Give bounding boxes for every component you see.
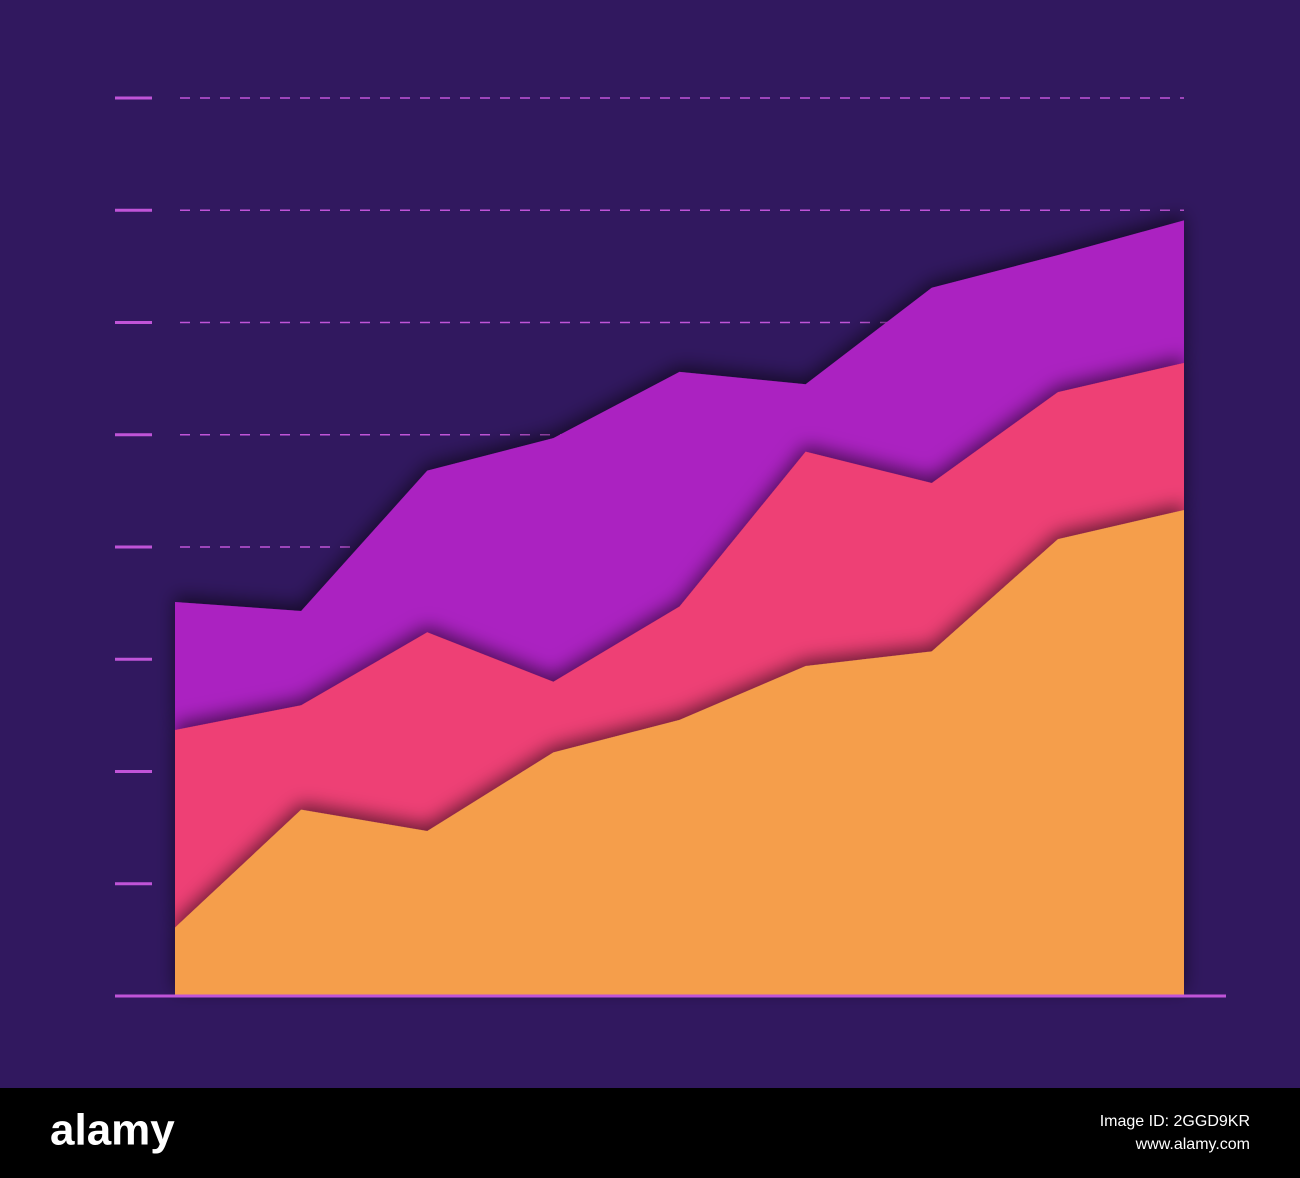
footer-id: Image ID: 2GGD9KR xyxy=(1100,1113,1250,1130)
area xyxy=(175,220,1184,730)
footer-url: www.alamy.com xyxy=(1135,1136,1250,1153)
area xyxy=(175,362,1184,928)
plot xyxy=(115,96,1226,998)
footer-bar xyxy=(0,1088,1300,1178)
footer-brand: alamy xyxy=(50,1106,175,1155)
area xyxy=(175,509,1184,996)
